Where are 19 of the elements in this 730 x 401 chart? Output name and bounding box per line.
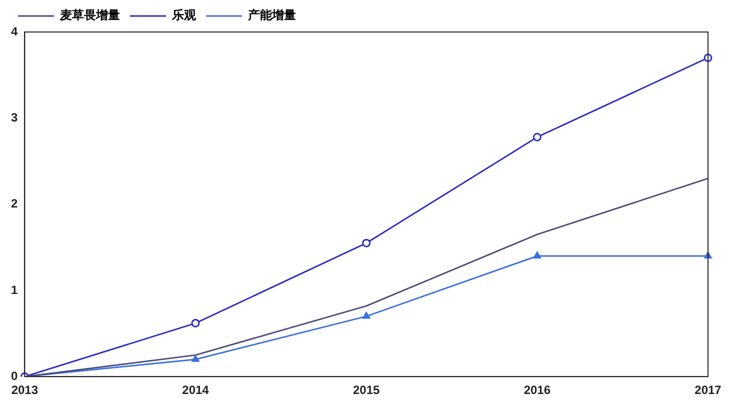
y-tick-label: 3 [10, 110, 18, 124]
y-tick-label: 2 [10, 196, 18, 211]
point [532, 132, 542, 142]
x-tick-label: 2017 [694, 383, 722, 398]
point [362, 238, 371, 248]
legend-label: 麦草畏增量 [59, 8, 120, 22]
point [533, 252, 541, 258]
x-tick-label: 2014 [182, 383, 210, 398]
legend-label: 产能增量 [247, 8, 296, 22]
point [192, 355, 200, 362]
x-tick-label: 2015 [352, 383, 380, 398]
legend-label: 乐观 [171, 8, 197, 22]
point [362, 312, 370, 319]
x-tick-label: 2016 [524, 383, 551, 398]
x-tick-label: 2013 [11, 383, 38, 398]
y-tick-label: 0 [10, 368, 18, 383]
y-tick-label: 4 [10, 24, 18, 38]
y-tick-label: 1 [10, 282, 18, 297]
point [191, 318, 200, 328]
